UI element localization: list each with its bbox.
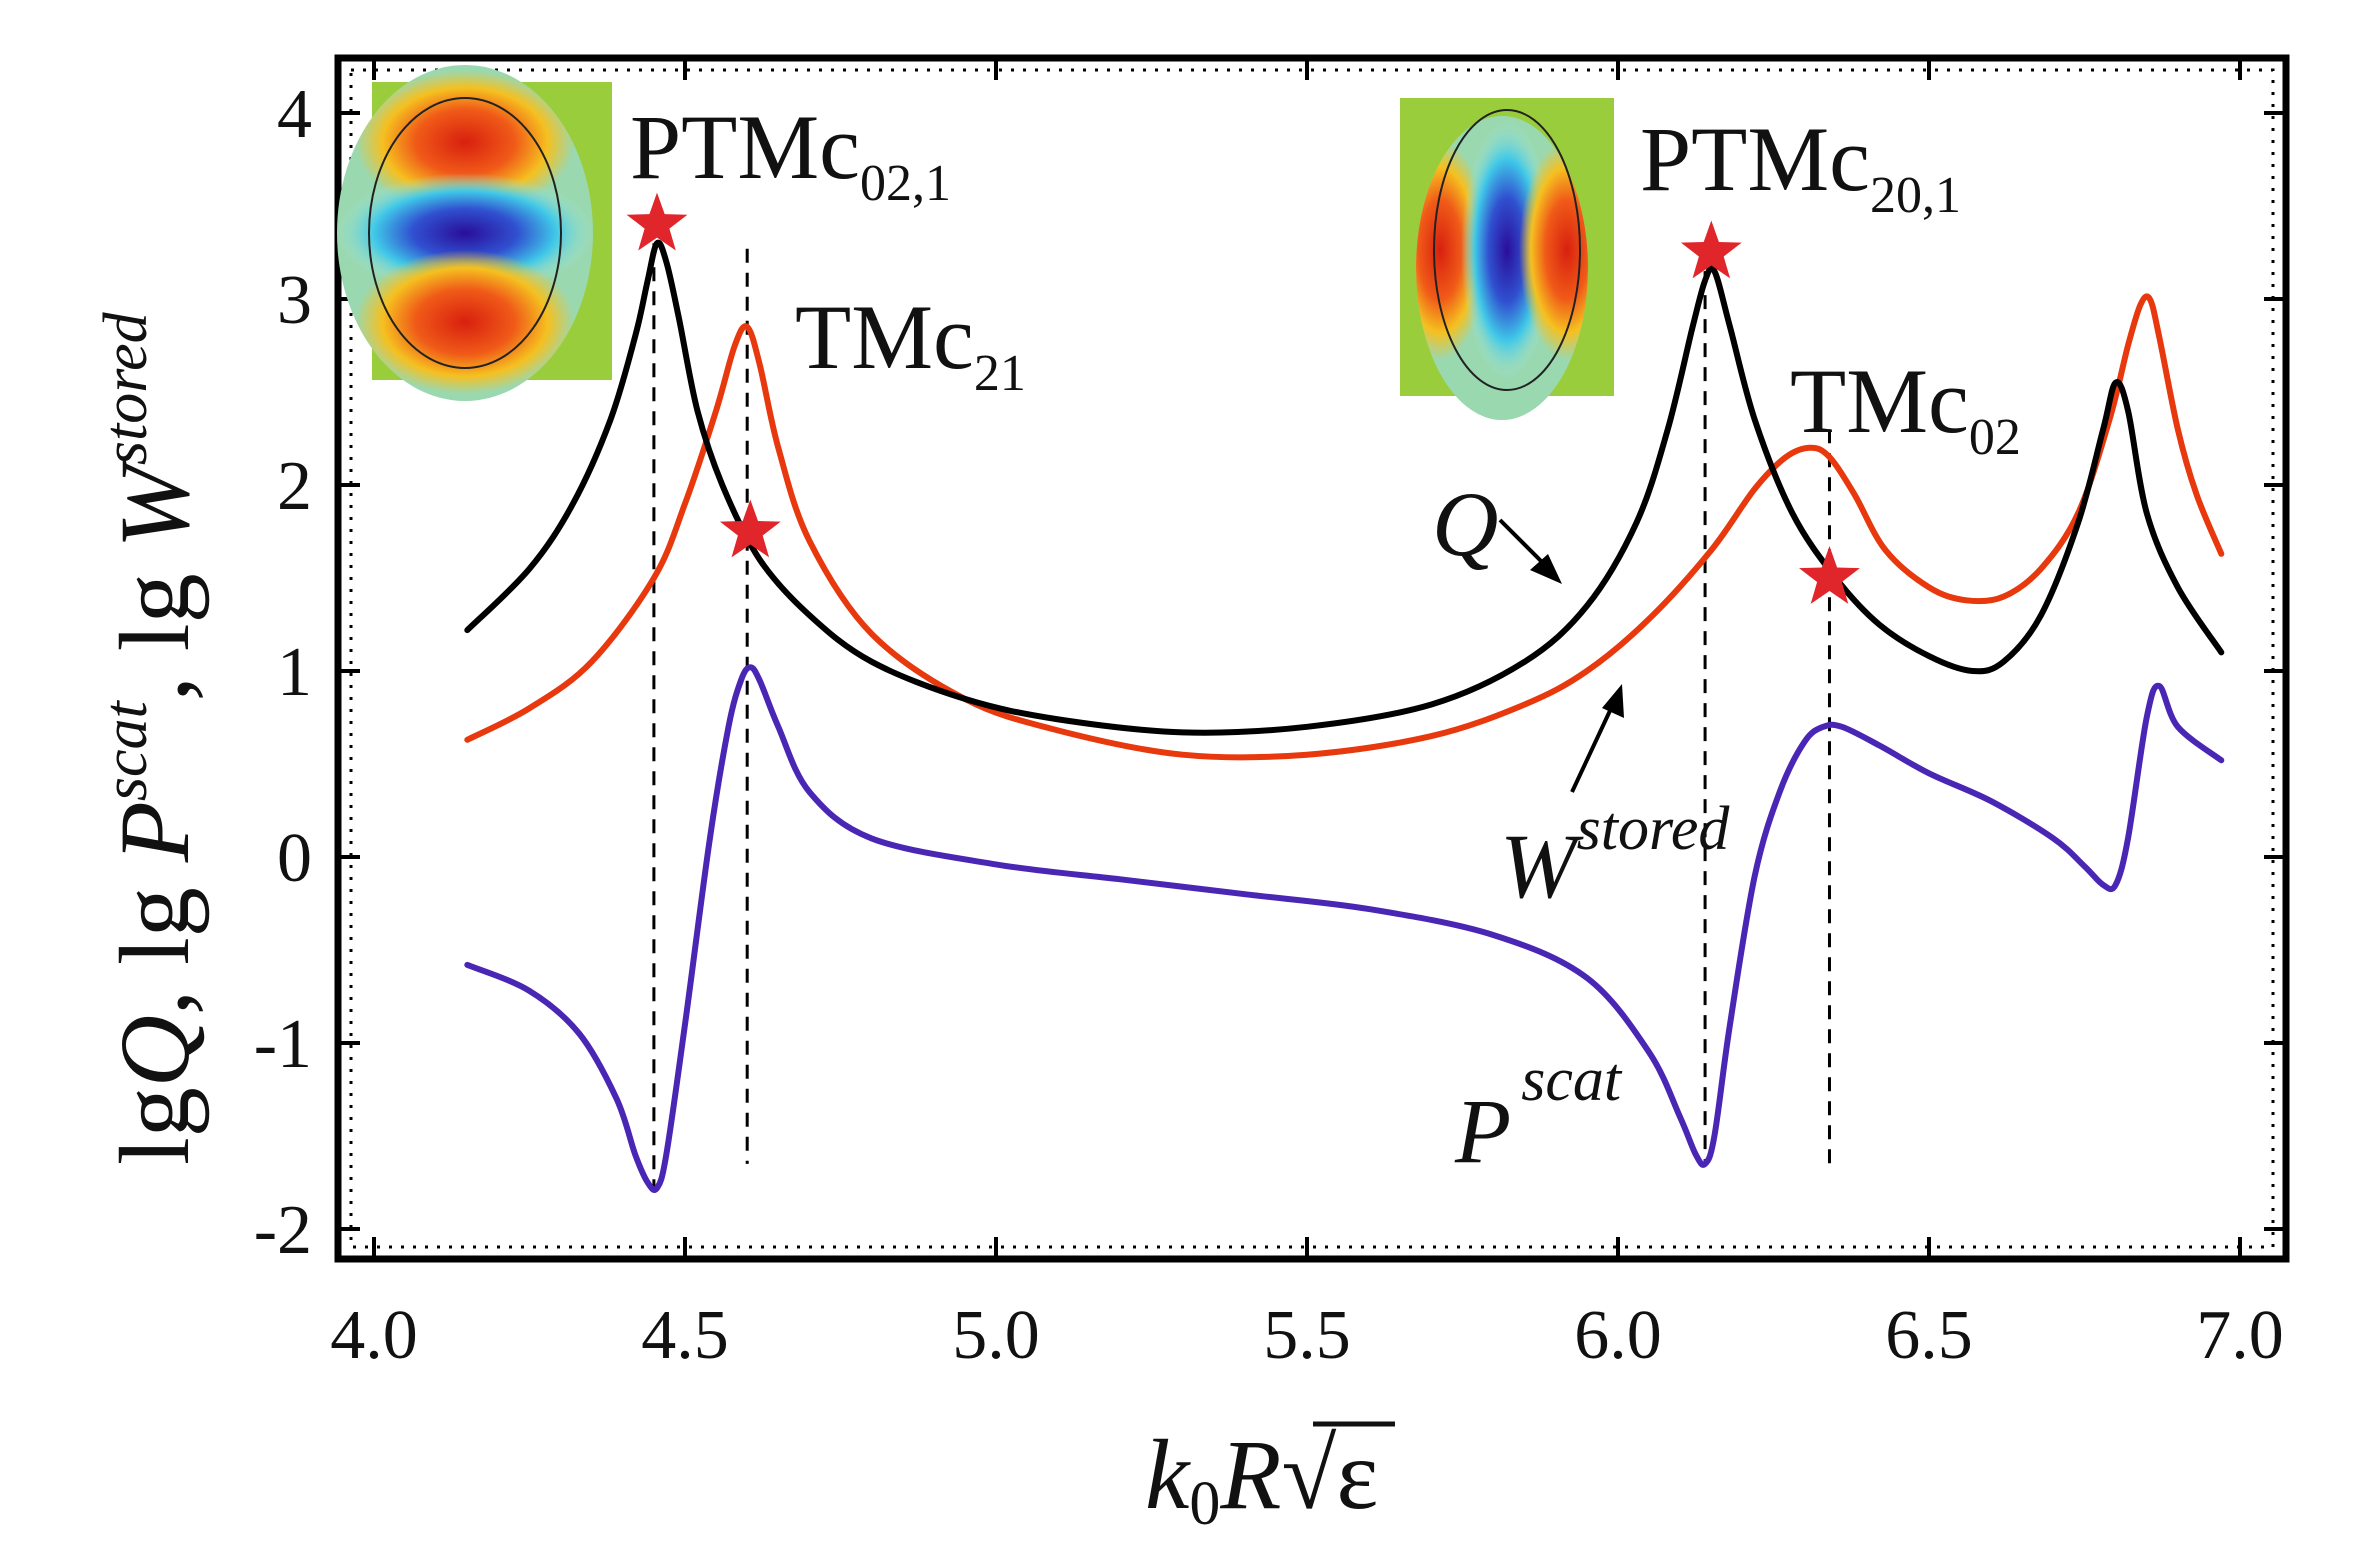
plot-inner-dotted-frame <box>349 68 2275 1249</box>
series-line-1 <box>464 293 2225 761</box>
star-marker-2 <box>1680 220 1742 279</box>
x-tick-label-2: 5.0 <box>952 1297 1040 1374</box>
x-tick-label-0: 4.0 <box>330 1297 418 1374</box>
annotation-ptmc021: PTMc02,1 <box>630 96 951 212</box>
x-tick-label-1: 4.5 <box>641 1297 729 1374</box>
inset-field-ptmc201 <box>1400 98 1614 420</box>
x-tick-label-6: 7.0 <box>2196 1297 2284 1374</box>
star-marker-1 <box>719 499 781 558</box>
resonance-markers <box>626 192 1860 604</box>
series-label-q: Q <box>1432 473 1498 575</box>
axis-ticks <box>338 58 2286 1259</box>
star-marker-3 <box>1799 546 1860 604</box>
star-marker-0 <box>626 192 688 251</box>
y-axis-label: lgQ, lg Pscat, lg Wstored <box>92 311 210 1165</box>
y-tick-label-0: -2 <box>254 1192 312 1269</box>
y-tick-label-1: -1 <box>254 1006 312 1083</box>
x-axis-label: k0R√ε <box>1145 1419 1378 1538</box>
inset-field-ptmc021 <box>337 65 612 401</box>
y-tick-label-3: 1 <box>277 634 312 711</box>
x-tick-label-4: 6.0 <box>1574 1297 1662 1374</box>
plot-frame <box>334 54 2290 1263</box>
y-tick-label-4: 2 <box>277 448 312 525</box>
series-line-2 <box>464 664 2225 1193</box>
y-tick-label-6: 4 <box>277 76 312 153</box>
axis-tick-labels: 4.0 4.5 5.0 5.5 6.0 6.5 7.0 -2 -1 0 1 2 3 4 <box>254 76 2284 1374</box>
series-label-w: Wstored <box>1500 795 1730 917</box>
annotation-tmc21: TMc21 <box>795 286 1026 402</box>
arrow-w <box>1570 684 1624 793</box>
y-tick-label-5: 3 <box>277 262 312 339</box>
x-tick-label-3: 5.5 <box>1263 1297 1351 1374</box>
annotation-ptmc201: PTMc20,1 <box>1640 108 1961 224</box>
annotation-tmc02: TMc02 <box>1790 350 2021 466</box>
series-line-0 <box>464 239 2225 736</box>
x-tick-label-5: 6.5 <box>1885 1297 1973 1374</box>
y-tick-label-2: 0 <box>277 820 312 897</box>
arrow-q <box>1498 518 1562 584</box>
data-curves <box>464 239 2225 1193</box>
